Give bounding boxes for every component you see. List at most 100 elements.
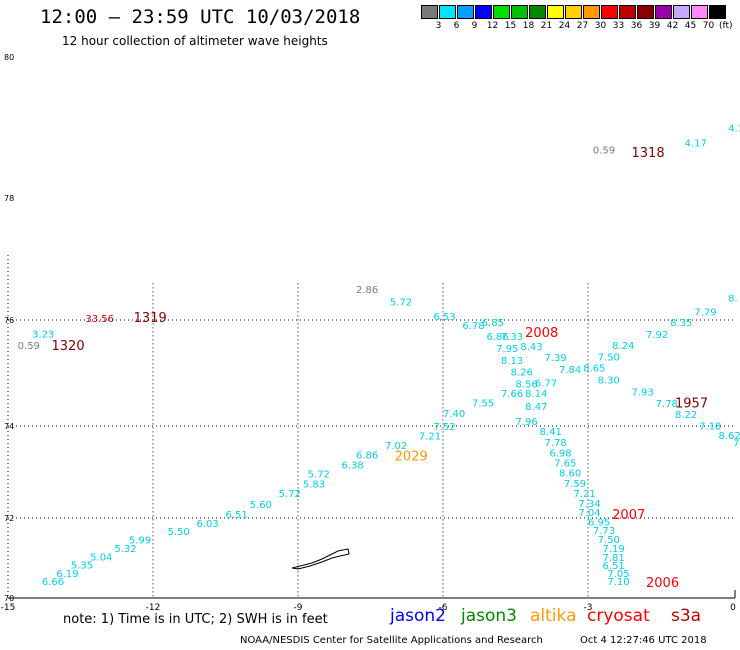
wave-height-value: 6.86 bbox=[356, 451, 378, 462]
x-tick-label: -6 bbox=[439, 603, 448, 613]
legend-level-label: 18 bbox=[522, 21, 535, 31]
wave-height-value: 8.47 bbox=[525, 402, 547, 413]
wave-height-value: 7.59 bbox=[564, 479, 586, 490]
wave-height-value: 6.86 bbox=[487, 332, 509, 343]
legend-level-label: 42 bbox=[666, 21, 679, 31]
color-legend: 3 6 9 12 15 18 21 24 27 30 33 36 39 42 45 70 bbox=[421, 5, 729, 35]
wave-height-value: 7.04 bbox=[578, 508, 600, 519]
wave-height-value: 5.99 bbox=[129, 536, 151, 547]
legend-swatch bbox=[601, 5, 618, 19]
wave-height-value: 8.41 bbox=[540, 427, 562, 438]
y-tick-label: 70 bbox=[4, 594, 14, 603]
wave-height-value: 4.1 bbox=[728, 124, 740, 135]
wave-height-value: 7.50 bbox=[598, 535, 620, 546]
wave-height-value: 6.66 bbox=[42, 577, 64, 588]
wave-height-value: 6.78 bbox=[462, 321, 484, 332]
track-id-label: 2008 bbox=[525, 326, 558, 341]
wave-height-value: 5.72 bbox=[390, 297, 412, 308]
wave-height-value: 6.19 bbox=[56, 569, 78, 580]
wave-height-value: 5.50 bbox=[168, 527, 190, 538]
wave-height-value: 8.14 bbox=[525, 389, 547, 400]
wave-height-value: 0.59 bbox=[593, 146, 615, 157]
y-tick-label: 80 bbox=[4, 53, 14, 62]
legend-swatch bbox=[619, 5, 636, 19]
legend-level-label: 6 bbox=[453, 21, 460, 31]
satellite-label-s3a: s3a bbox=[671, 606, 702, 626]
legend-level-label: 9 bbox=[471, 21, 478, 31]
y-tick-label: 78 bbox=[4, 194, 14, 203]
legend-level-label: 45 bbox=[684, 21, 697, 31]
wave-height-value: 7.55 bbox=[472, 398, 494, 409]
legend-swatch bbox=[493, 5, 510, 19]
legend-level-label: 24 bbox=[558, 21, 571, 31]
x-tick-label: -9 bbox=[294, 603, 303, 613]
satellite-label-altika: altika bbox=[530, 606, 577, 626]
wave-height-value: 8.26 bbox=[511, 368, 533, 379]
wave-height-value: 2.86 bbox=[356, 285, 378, 296]
legend-level-label: 3 bbox=[435, 21, 442, 31]
axis-tick-labels: -15 -12 -9 -6 -3 0 80 78 76 74 72 70 bbox=[1, 53, 736, 613]
wave-height-value: 6.77 bbox=[535, 378, 557, 389]
footer-timestamp: Oct 4 12:27:46 UTC 2018 bbox=[580, 635, 707, 646]
legend-units: (ft) bbox=[719, 21, 733, 31]
x-tick-label: -3 bbox=[584, 603, 593, 613]
y-tick-label: 74 bbox=[4, 422, 14, 431]
wave-height-value: 7.33 bbox=[501, 332, 523, 343]
wave-height-value: 7.05 bbox=[607, 569, 629, 580]
y-tick-label: 76 bbox=[4, 316, 14, 325]
legend-swatch bbox=[673, 5, 690, 19]
wave-height-value: 6.53 bbox=[433, 312, 455, 323]
legend-swatch bbox=[457, 5, 474, 19]
wave-height-value: 7.52 bbox=[433, 422, 455, 433]
wave-height-value: 5.72 bbox=[279, 489, 301, 500]
legend-level-label: 39 bbox=[648, 21, 661, 31]
jan-mayen-island-outline bbox=[291, 548, 350, 570]
wave-height-value: 7.21 bbox=[574, 489, 596, 500]
wave-height-value: 6.51 bbox=[226, 510, 248, 521]
wave-height-value: 7.81 bbox=[603, 553, 625, 564]
wave-height-value: 7.92 bbox=[646, 330, 668, 341]
track-id-label: 2007 bbox=[612, 508, 645, 523]
legend-level-label: 27 bbox=[576, 21, 589, 31]
wave-height-value: 7.39 bbox=[545, 353, 567, 364]
wave-height-value: 7.96 bbox=[516, 417, 538, 428]
legend-swatch bbox=[475, 5, 492, 19]
page-title: 12:00 – 23:59 UTC 10/03/2018 bbox=[40, 6, 361, 28]
wave-height-value: 6.85 bbox=[482, 318, 504, 329]
note-text: note: 1) Time is in UTC; 2) SWH is in fe… bbox=[63, 612, 328, 627]
wave-height-value: 8.43 bbox=[520, 342, 542, 353]
wave-height-value: 3.23 bbox=[32, 329, 54, 340]
x-tick-label: -12 bbox=[146, 603, 161, 613]
wave-height-value: 7.50 bbox=[598, 352, 620, 363]
wave-height-value: 7.34 bbox=[578, 499, 600, 510]
legend-swatch bbox=[421, 5, 438, 19]
legend-swatch bbox=[511, 5, 528, 19]
footer-credit: NOAA/NESDIS Center for Satellite Applica… bbox=[240, 635, 543, 646]
wave-height-value: 7.95 bbox=[496, 344, 518, 355]
satellite-label-cryosat: cryosat bbox=[587, 606, 650, 626]
wave-height-value: 5.04 bbox=[90, 552, 112, 563]
legend-level-label: 33 bbox=[612, 21, 625, 31]
legend-level-label: 15 bbox=[504, 21, 517, 31]
wave-height-value: 7.84 bbox=[559, 365, 581, 376]
wave-height-value: 6.95 bbox=[588, 518, 610, 529]
wave-height-value: 4.17 bbox=[685, 139, 707, 150]
wave-height-value: 8.65 bbox=[583, 363, 605, 374]
satellite-label-jason3: jason3 bbox=[461, 606, 517, 626]
wave-height-value: 7.78 bbox=[656, 399, 678, 410]
satellite-label-jason2: jason2 bbox=[390, 606, 446, 626]
wave-height-value: 7.18 bbox=[699, 422, 721, 433]
legend-swatch bbox=[529, 5, 546, 19]
wave-height-value: 8.24 bbox=[612, 341, 634, 352]
wave-height-value: 33.56 bbox=[85, 314, 114, 325]
wave-height-value: 0.59 bbox=[18, 341, 40, 352]
wave-height-value: 7.93 bbox=[632, 387, 654, 398]
y-tick-label: 72 bbox=[4, 514, 14, 523]
wave-height-value: 7.66 bbox=[501, 389, 523, 400]
wave-height-value: 6.98 bbox=[549, 448, 571, 459]
x-tick-label: -15 bbox=[1, 603, 16, 613]
wave-height-value: 7.10 bbox=[607, 577, 629, 588]
legend-swatch bbox=[439, 5, 456, 19]
wave-height-value: 7.40 bbox=[443, 409, 465, 420]
